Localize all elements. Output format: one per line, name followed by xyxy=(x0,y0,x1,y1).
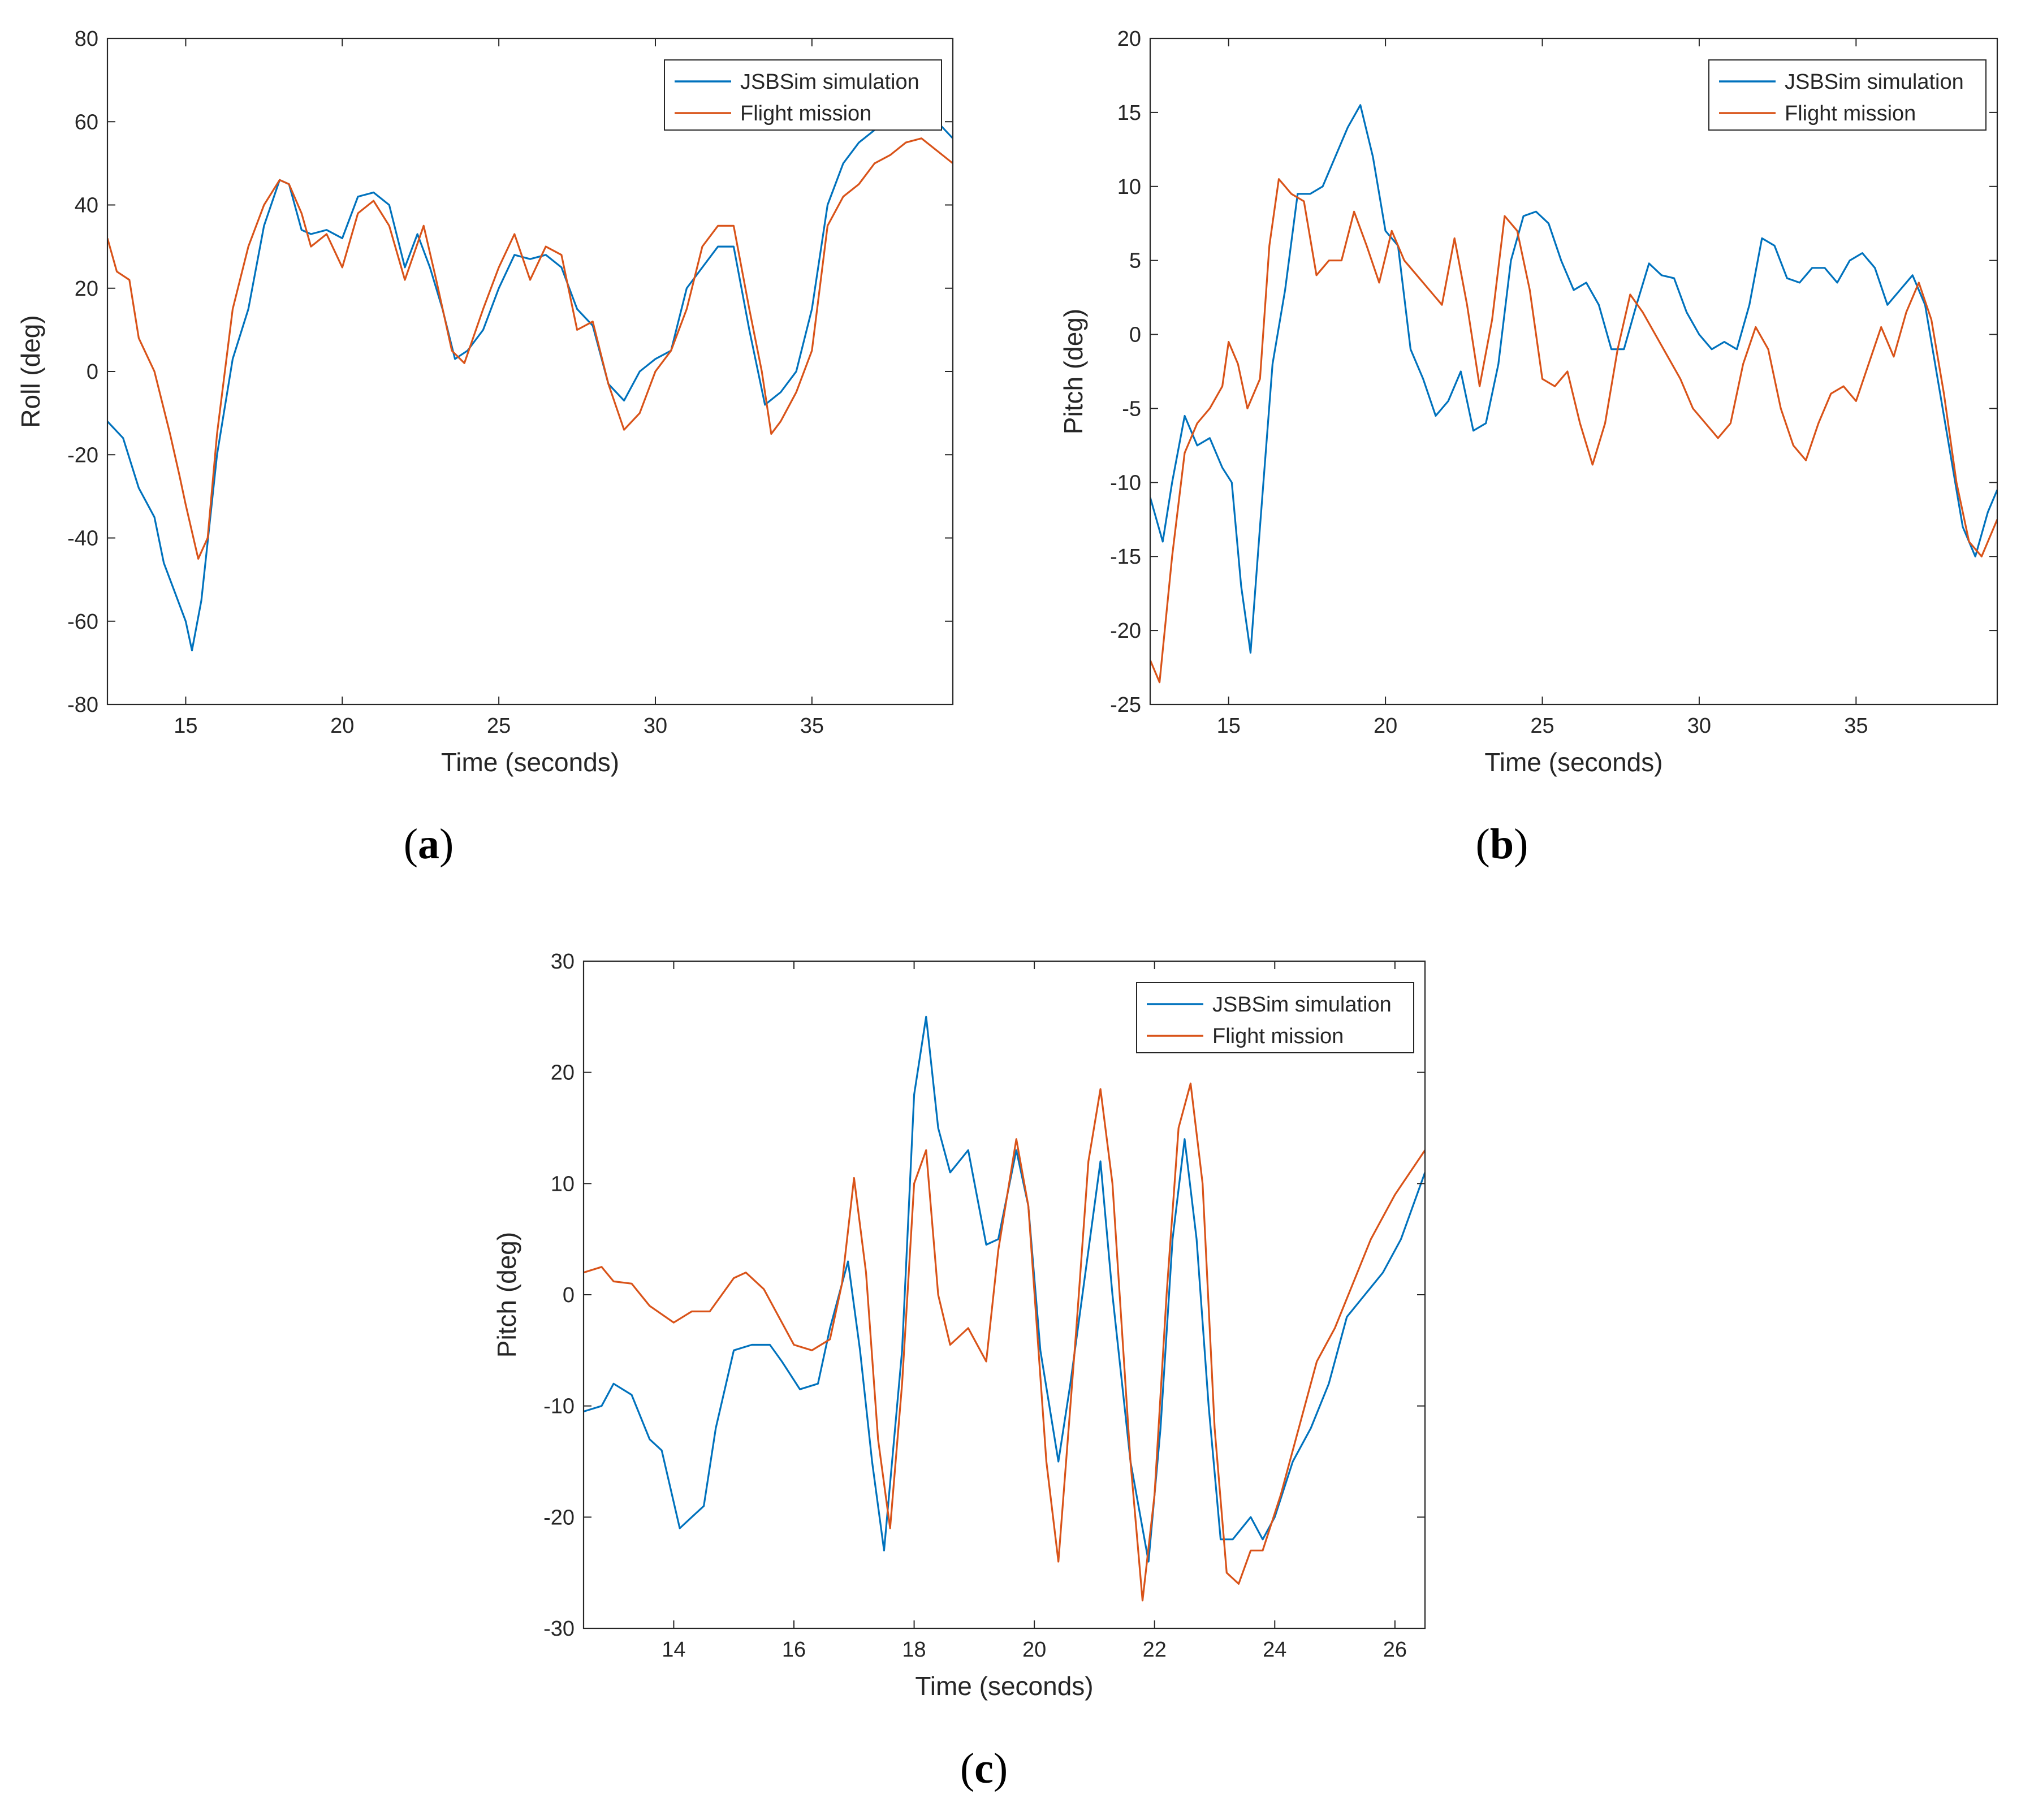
plot-area xyxy=(1150,38,1997,704)
plot-area xyxy=(584,961,1425,1628)
x-tick-label: 20 xyxy=(1022,1638,1046,1662)
y-tick-label: -15 xyxy=(1110,545,1141,569)
y-tick-label: 0 xyxy=(563,1283,575,1307)
y-tick-label: -80 xyxy=(67,693,98,717)
y-tick-label: -30 xyxy=(543,1617,575,1641)
x-tick-label: 25 xyxy=(487,714,511,738)
y-tick-label: 20 xyxy=(551,1061,575,1085)
x-tick-label: 20 xyxy=(1374,714,1397,738)
legend-label-flight-mission: Flight mission xyxy=(740,102,871,126)
y-tick-label: 10 xyxy=(1117,175,1141,199)
y-tick-label: 20 xyxy=(1117,27,1141,51)
chart-pitch-c: 14 16 18 20 22 24 26 -30 -20 -10 0 10 20 30 Time (seco… xyxy=(492,950,1426,1701)
series-line-jsbsim-simulation xyxy=(1150,104,1997,654)
y-tick-label: -20 xyxy=(1110,619,1141,643)
y-tick-label: 60 xyxy=(75,110,98,134)
series-line-flight-mission xyxy=(107,137,953,560)
y-tick-label: -40 xyxy=(67,527,98,551)
x-tick-label: 26 xyxy=(1383,1638,1407,1662)
legend-label-jsbsim-simulation: JSBSim simulation xyxy=(740,70,919,94)
x-axis-label: Time (seconds) xyxy=(915,1671,1093,1701)
y-tick-label: -10 xyxy=(543,1395,575,1419)
series-line-jsbsim-simulation xyxy=(107,120,953,651)
y-axis-label: Roll (deg) xyxy=(16,315,45,427)
y-tick-label: 20 xyxy=(75,277,98,301)
plot-area xyxy=(107,38,953,704)
panel-label-b: (b) xyxy=(1475,820,1528,868)
x-tick-label: 24 xyxy=(1263,1638,1286,1662)
y-tick-label: -20 xyxy=(67,443,98,467)
legend-box xyxy=(664,59,942,131)
y-tick-label: 0 xyxy=(87,360,98,384)
y-tick-label: -5 xyxy=(1122,397,1141,421)
x-tick-label: 15 xyxy=(174,714,197,738)
x-tick-label: 22 xyxy=(1143,1638,1167,1662)
x-tick-label: 20 xyxy=(330,714,354,738)
y-tick-label: 80 xyxy=(75,27,98,51)
legend-label-jsbsim-simulation: JSBSim simulation xyxy=(1785,70,1964,94)
series-line-flight-mission xyxy=(1150,178,1997,684)
x-tick-label: 15 xyxy=(1217,714,1241,738)
panel-label-c: (c) xyxy=(960,1745,1008,1792)
series-line-jsbsim-simulation xyxy=(584,1015,1425,1563)
panel-label-a: (a) xyxy=(403,820,454,868)
chart-pitch-b: 15 20 25 30 35 -25 -20 -15 -10 -5 0 5 10 15 20 Time (se… xyxy=(1059,27,1998,777)
x-tick-label: 35 xyxy=(800,714,824,738)
y-tick-label: -60 xyxy=(67,610,98,634)
legend-label-flight-mission: Flight mission xyxy=(1785,102,1916,126)
x-tick-label: 18 xyxy=(902,1638,926,1662)
x-tick-label: 14 xyxy=(662,1638,685,1662)
y-tick-label: -25 xyxy=(1110,693,1141,717)
legend-box xyxy=(1136,982,1414,1053)
x-tick-label: 35 xyxy=(1844,714,1868,738)
x-tick-label: 16 xyxy=(782,1638,806,1662)
y-tick-label: 40 xyxy=(75,194,98,218)
x-axis-label: Time (seconds) xyxy=(441,747,619,777)
x-tick-label: 25 xyxy=(1530,714,1554,738)
y-tick-label: 0 xyxy=(1129,323,1141,347)
x-axis-label: Time (seconds) xyxy=(1484,747,1662,777)
series-line-flight-mission xyxy=(584,1082,1425,1602)
legend-box xyxy=(1708,59,1987,131)
x-tick-label: 30 xyxy=(1687,714,1711,738)
y-tick-label: -20 xyxy=(543,1506,575,1529)
legend-label-jsbsim-simulation: JSBSim simulation xyxy=(1212,993,1392,1017)
y-tick-label: 5 xyxy=(1129,249,1141,273)
x-tick-label: 30 xyxy=(644,714,667,738)
y-tick-label: 10 xyxy=(551,1172,575,1196)
y-tick-label: 15 xyxy=(1117,101,1141,125)
legend-label-flight-mission: Flight mission xyxy=(1212,1024,1344,1048)
y-tick-label: -10 xyxy=(1110,471,1141,495)
y-axis-label: Pitch (deg) xyxy=(1059,309,1088,434)
y-tick-label: 30 xyxy=(551,950,575,974)
y-axis-label: Pitch (deg) xyxy=(492,1232,521,1358)
chart-roll-a: 15 20 25 30 35 -80 -60 -40 -20 0 20 40 60 80 Time (sec… xyxy=(16,27,954,777)
axes-box xyxy=(1149,37,1998,706)
